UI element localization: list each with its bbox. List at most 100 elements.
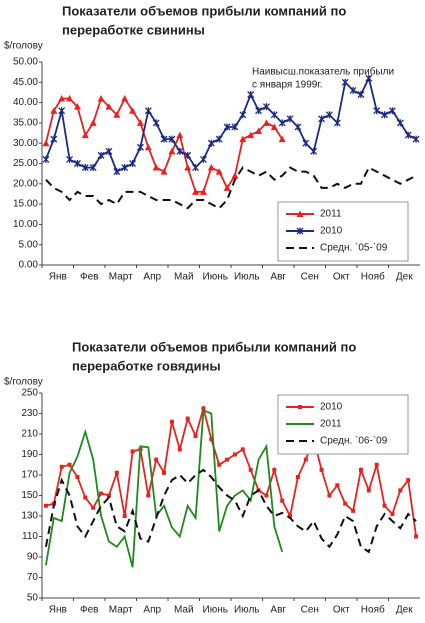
marker	[160, 135, 168, 143]
x-tick-label: Июнь	[203, 272, 228, 283]
y-tick-label: 50.00	[13, 57, 38, 68]
marker	[169, 419, 174, 424]
marker	[113, 111, 121, 118]
marker	[152, 164, 160, 171]
marker	[374, 462, 379, 467]
y-tick-label: 40.00	[13, 97, 38, 108]
marker	[278, 119, 286, 127]
marker	[59, 464, 64, 469]
annotation: с января 1999г.	[252, 80, 323, 91]
marker	[264, 493, 269, 498]
x-tick-label: Дек	[396, 605, 413, 616]
marker	[121, 164, 129, 172]
y-tick-label: 50	[27, 593, 39, 604]
marker	[42, 155, 50, 163]
marker	[240, 447, 245, 452]
y-tick-label: 5.00	[19, 239, 39, 250]
marker	[398, 488, 403, 493]
marker	[144, 143, 152, 151]
x-tick-label: Янв	[49, 605, 67, 616]
y-tick-label: 30.00	[13, 138, 38, 149]
x-tick-label: Авг	[270, 272, 286, 283]
marker	[335, 483, 340, 488]
marker	[81, 131, 89, 139]
legend-label: 2010	[320, 226, 343, 237]
marker	[270, 111, 278, 119]
marker	[239, 111, 247, 119]
x-tick-label: Апр	[143, 605, 161, 616]
marker	[358, 467, 363, 472]
marker	[343, 501, 348, 506]
x-tick-label: Июнь	[203, 605, 228, 616]
series-line	[44, 468, 417, 554]
marker	[294, 123, 302, 131]
marker	[310, 147, 318, 155]
marker	[177, 447, 182, 452]
marker	[286, 115, 294, 123]
marker	[185, 416, 190, 421]
marker	[215, 135, 223, 143]
marker	[97, 151, 105, 159]
y-tick-label: 0.00	[19, 260, 39, 271]
marker	[42, 139, 50, 147]
x-tick-label: Окт	[333, 605, 350, 616]
marker	[262, 103, 270, 111]
marker	[295, 475, 300, 480]
x-tick-label: Сен	[301, 272, 319, 283]
marker	[296, 210, 304, 217]
marker	[58, 107, 66, 115]
marker	[58, 95, 66, 102]
y-tick-label: 150	[21, 490, 38, 501]
marker	[270, 123, 278, 130]
marker	[366, 488, 371, 493]
series-line	[45, 409, 284, 568]
marker	[121, 95, 129, 102]
x-tick-label: Нояб	[361, 271, 385, 283]
y-tick-label: 70	[27, 572, 39, 583]
y-tick-label: 35.00	[13, 118, 38, 129]
marker	[303, 457, 308, 462]
y-tick-label: 250	[21, 388, 38, 399]
marker	[67, 462, 72, 467]
marker	[262, 119, 270, 126]
marker	[209, 437, 214, 442]
marker	[278, 135, 286, 143]
legend-label: Средн. `05-`09	[320, 242, 388, 254]
y-tick-label: 110	[22, 531, 38, 542]
marker	[75, 475, 80, 480]
marker	[97, 95, 105, 102]
marker	[319, 467, 324, 472]
marker	[73, 103, 81, 110]
marker	[176, 147, 184, 155]
legend-label: 2011	[320, 209, 342, 220]
marker	[176, 131, 184, 139]
marker	[43, 503, 48, 508]
marker	[248, 467, 253, 472]
marker	[382, 503, 387, 508]
chart-title: Показатели объемов прибыли компаний по	[62, 3, 346, 18]
x-tick-label: Апр	[143, 272, 161, 283]
marker	[192, 164, 200, 172]
marker	[201, 406, 206, 411]
marker	[396, 119, 404, 127]
y-tick-label: 20.00	[13, 178, 38, 189]
marker	[160, 168, 168, 175]
marker	[184, 151, 192, 159]
marker	[225, 457, 230, 462]
y-axis-label: $/голову	[4, 41, 43, 52]
marker	[388, 107, 396, 115]
marker	[288, 514, 293, 518]
x-tick-label: Окт	[333, 272, 350, 283]
x-tick-label: Сен	[301, 605, 319, 616]
marker	[105, 147, 113, 155]
marker	[215, 168, 223, 175]
marker	[89, 119, 97, 126]
marker	[373, 107, 381, 115]
marker	[357, 90, 365, 98]
marker	[217, 462, 222, 467]
y-tick-label: 190	[21, 449, 38, 460]
marker	[192, 188, 200, 195]
marker	[199, 188, 207, 195]
series-line	[45, 166, 417, 210]
y-tick-label: 230	[21, 408, 38, 419]
